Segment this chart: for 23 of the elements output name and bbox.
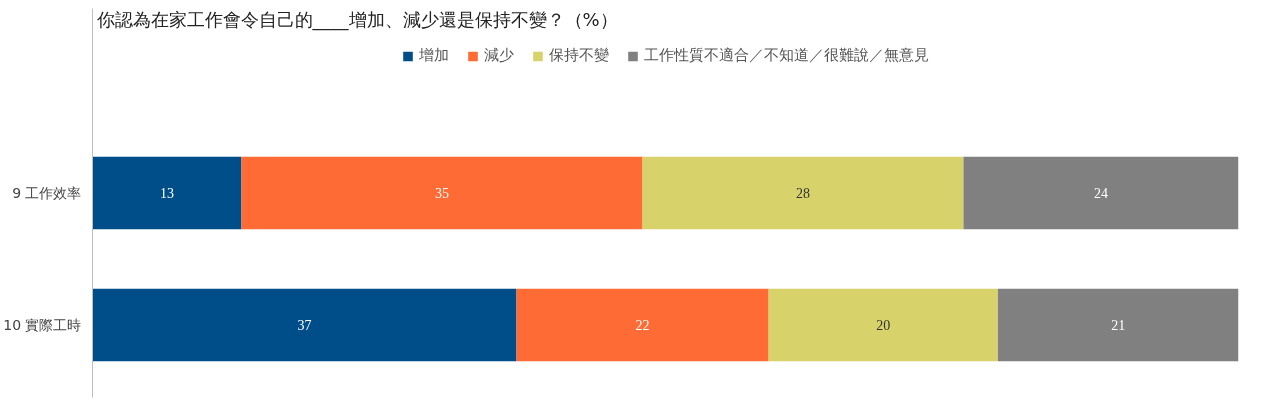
bar xyxy=(997,288,1239,362)
bar xyxy=(516,288,769,362)
bar xyxy=(92,288,517,362)
data-label: 21 xyxy=(1111,317,1126,333)
legend-label: 減少 xyxy=(483,46,514,65)
bar xyxy=(642,156,964,230)
data-label: 22 xyxy=(635,317,650,333)
bar xyxy=(963,156,1239,230)
data-label: 35 xyxy=(435,186,450,202)
data-label: 37 xyxy=(297,317,312,333)
data-label: 24 xyxy=(1093,186,1108,202)
y-tick-label: 9 工作效率 xyxy=(12,185,82,202)
bar xyxy=(768,288,998,362)
data-label: 28 xyxy=(796,186,811,202)
bar xyxy=(92,156,242,230)
legend-label: 工作性質不適合／不知道／很難說／無意見 xyxy=(643,46,929,65)
bar xyxy=(241,156,643,230)
data-label: 13 xyxy=(159,186,174,202)
data-label: 20 xyxy=(876,317,891,333)
y-tick-label: 10 實際工時 xyxy=(3,316,82,333)
legend-label: 保持不變 xyxy=(548,46,609,65)
legend-label: 增加 xyxy=(418,46,449,65)
chart-title: 你認為在家工作會令自己的____增加、減少還是保持不變？（%） xyxy=(95,8,618,31)
